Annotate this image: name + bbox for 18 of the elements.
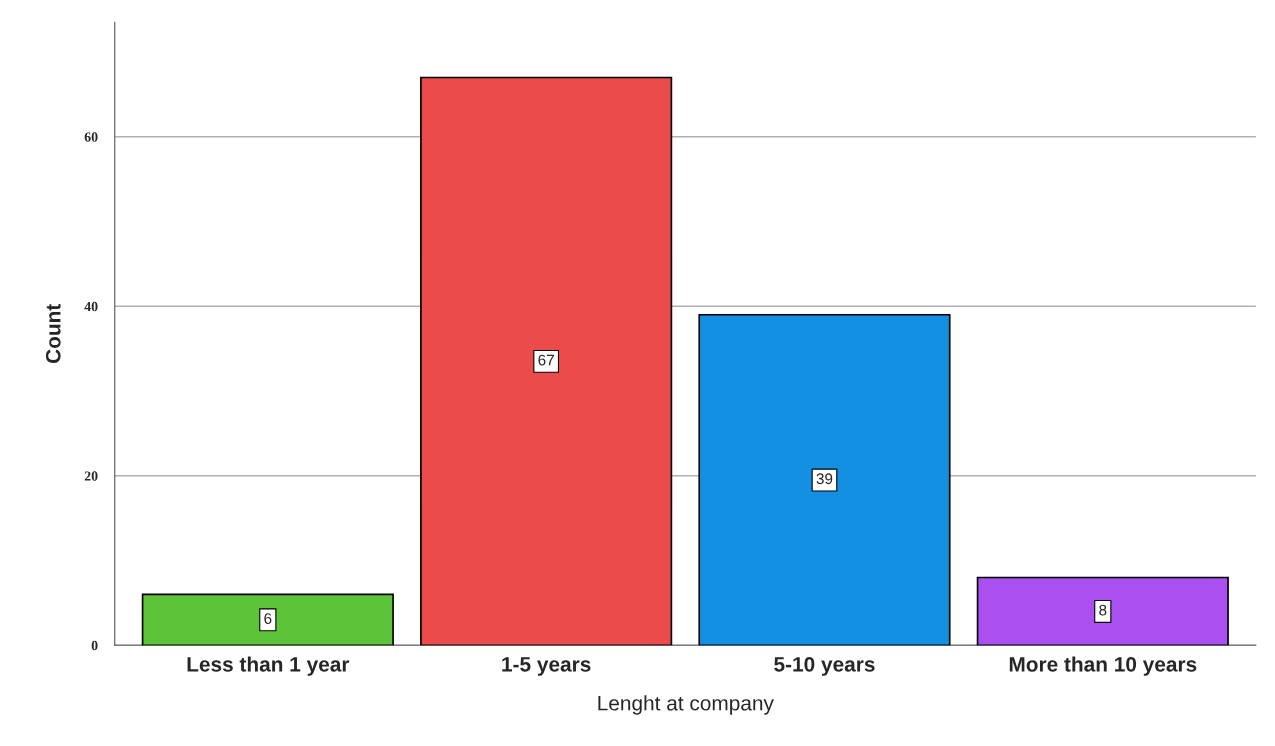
data-label: 39 <box>816 473 833 485</box>
x-tick-label: More than 10 years <box>1009 656 1197 676</box>
x-axis-title: Lenght at company <box>598 695 774 715</box>
x-tick-label: 1-5 years <box>502 657 591 676</box>
y-axis-title: Count <box>45 304 61 364</box>
bar <box>698 313 951 646</box>
data-label: 6 <box>264 613 272 624</box>
data-label: 67 <box>538 354 554 366</box>
x-tick-label: Less than 1 year <box>187 656 350 676</box>
bar <box>141 593 394 646</box>
y-tick-label: 0 <box>91 640 98 651</box>
x-tick-label: 5-10 years <box>774 656 875 676</box>
data-label: 8 <box>1099 604 1107 616</box>
y-tick-label: 20 <box>84 471 98 481</box>
bar <box>420 76 673 646</box>
y-tick-label: 40 <box>84 301 98 312</box>
bar <box>976 576 1229 646</box>
y-tick-label: 60 <box>84 132 98 142</box>
